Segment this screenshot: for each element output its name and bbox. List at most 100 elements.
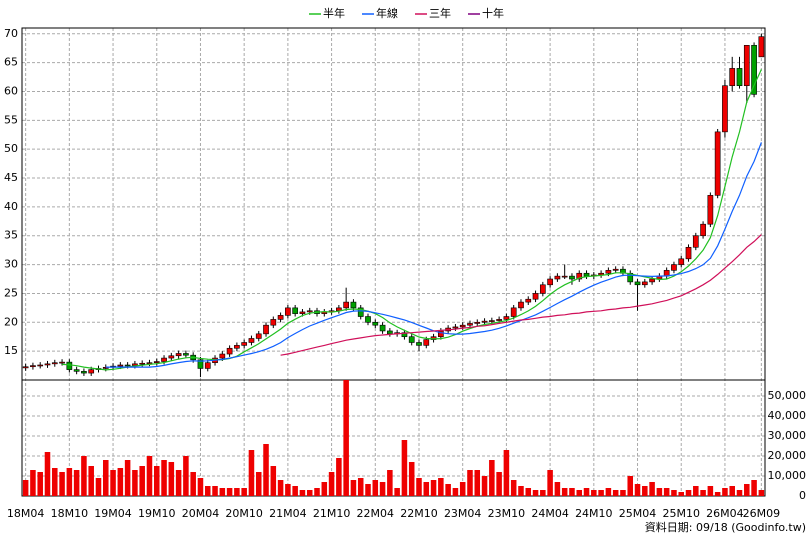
volume-bar: [510, 480, 517, 496]
x-tick-label: 18M04: [7, 507, 45, 520]
candle-body: [248, 338, 255, 343]
volume-bar: [248, 450, 255, 496]
x-tick-label: 26M04: [706, 507, 744, 520]
volume-bar: [175, 470, 182, 496]
candle-body: [153, 361, 160, 363]
legend-label: 年線: [376, 6, 398, 20]
volume-bar: [226, 488, 233, 496]
candle-body: [88, 369, 95, 374]
volume-bar: [343, 380, 349, 496]
volume-bar: [423, 482, 430, 496]
volume-bar: [416, 478, 422, 496]
volume-bar: [663, 488, 670, 496]
candle-body: [102, 367, 109, 369]
volume-bar: [161, 460, 167, 496]
candle-body: [234, 345, 240, 349]
candle-body: [729, 68, 736, 87]
y-tick-label: 45: [4, 171, 18, 184]
candle-body: [649, 278, 655, 283]
candle-body: [496, 319, 502, 321]
candle-body: [343, 301, 350, 309]
volume-bar: [714, 492, 721, 496]
volume-bar: [350, 480, 357, 496]
candle-body: [612, 268, 619, 271]
volume-bar: [576, 490, 583, 496]
volume-bar: [183, 456, 189, 496]
candle-body: [743, 45, 750, 87]
candle-body: [161, 357, 167, 362]
volume-bar: [146, 456, 153, 496]
volume-bar: [620, 490, 626, 496]
x-tick-label: 23M04: [444, 507, 482, 520]
volume-bar: [81, 456, 87, 496]
volume-bar: [438, 478, 444, 496]
candle-body: [175, 353, 182, 357]
volume-bar: [328, 472, 335, 496]
volume-bar: [357, 478, 364, 496]
candle-body: [503, 316, 510, 320]
x-tick-label: 22M04: [357, 507, 395, 520]
candle-body: [387, 330, 393, 335]
candle-body: [671, 264, 677, 271]
volume-bar: [751, 480, 757, 496]
volume-bar: [73, 470, 80, 496]
volume-bar: [66, 468, 73, 496]
candle-body: [401, 332, 408, 338]
volume-bar: [700, 490, 706, 496]
volume-bar: [481, 476, 488, 496]
candle-body: [685, 246, 692, 260]
volume-tick-label: 20,000: [768, 449, 807, 462]
candle-body: [532, 293, 539, 300]
candle-body: [547, 278, 553, 286]
x-tick-label: 25M10: [662, 507, 700, 520]
volume-bar: [117, 468, 124, 496]
volume-bar: [459, 482, 466, 496]
volume-bar: [474, 470, 481, 496]
volume-bar: [153, 466, 160, 496]
candle-body: [474, 321, 481, 324]
volume-tick-label: 50,000: [768, 389, 807, 402]
volume-bar: [685, 490, 692, 496]
volume-bar: [263, 444, 269, 496]
candle-body: [219, 353, 226, 359]
candle-body: [255, 333, 262, 339]
volume-bar: [306, 490, 313, 496]
candle-body: [569, 275, 575, 280]
candle-body: [751, 45, 757, 95]
volume-bar: [59, 472, 65, 496]
candle-body: [692, 235, 699, 248]
x-tick-label: 19M04: [94, 507, 132, 520]
y-tick-label: 30: [4, 258, 18, 271]
volume-bar: [525, 488, 532, 496]
candle-body: [561, 275, 568, 278]
candle-body: [81, 371, 87, 374]
candle-body: [139, 362, 146, 365]
volume-bar: [139, 466, 145, 496]
volume-bar: [547, 470, 553, 496]
volume-bar: [430, 480, 437, 496]
candle-body: [59, 361, 65, 364]
volume-bar: [44, 452, 51, 496]
y-tick-label: 40: [4, 200, 18, 213]
candle-body: [357, 307, 364, 317]
volume-bar: [22, 480, 29, 496]
volume-bar: [379, 482, 386, 496]
volume-bar: [401, 440, 408, 496]
candle-body: [707, 195, 714, 225]
candle-body: [37, 364, 44, 367]
y-tick-label: 65: [4, 56, 18, 69]
volume-bar: [605, 488, 612, 496]
volume-bar: [554, 482, 561, 496]
candle-body: [641, 281, 648, 286]
volume-tick-label: 40,000: [768, 409, 807, 422]
x-tick-label: 23M10: [488, 507, 526, 520]
x-tick-label: 24M10: [575, 507, 613, 520]
volume-bar: [583, 488, 590, 496]
candle-body: [306, 310, 313, 313]
volume-bar: [270, 466, 277, 496]
ma-line: [280, 234, 762, 356]
volume-bar: [744, 484, 750, 496]
volume-tick-label: 0: [799, 489, 806, 502]
volume-bar: [168, 462, 175, 496]
x-tick-label: 20M10: [225, 507, 263, 520]
